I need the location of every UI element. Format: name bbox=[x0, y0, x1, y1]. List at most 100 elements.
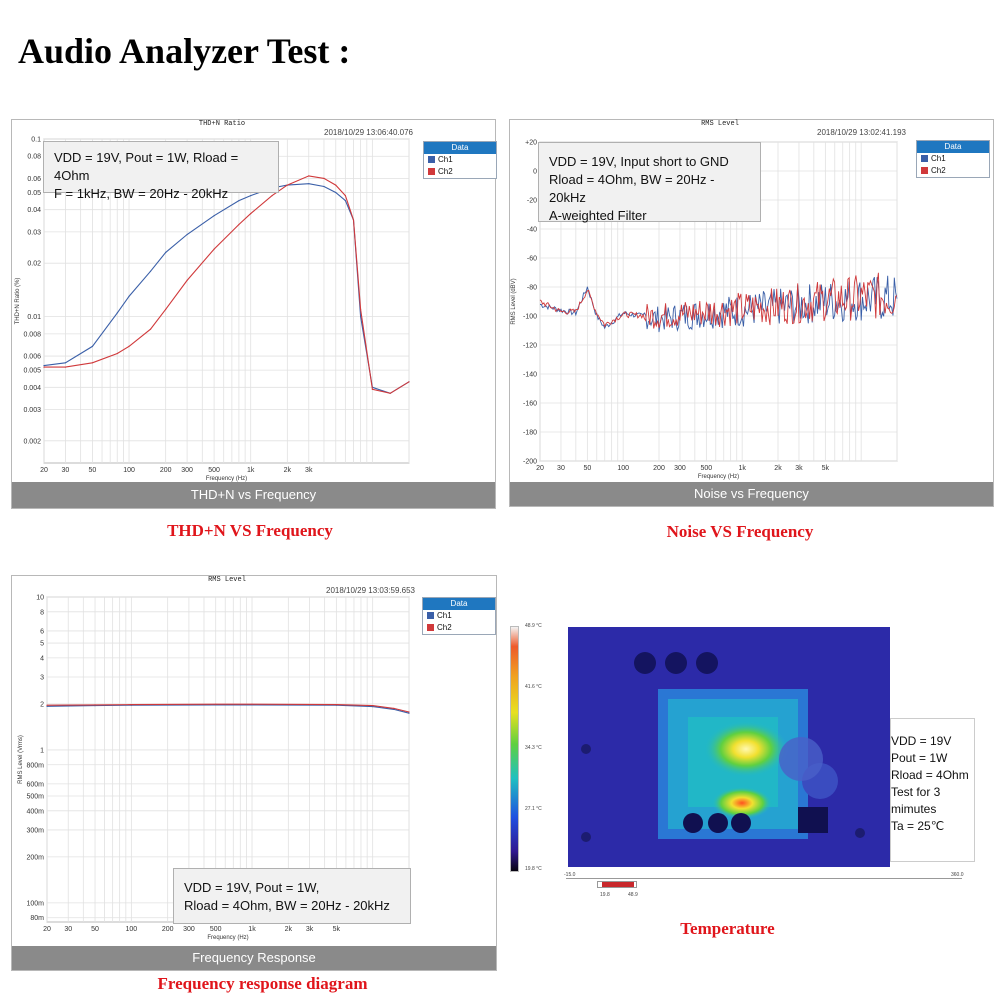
x-tick-label: 500 bbox=[208, 467, 220, 474]
y-tick-label: 2 bbox=[40, 701, 44, 708]
thermal-caption: Temperature bbox=[680, 919, 775, 938]
data-point-ch1 bbox=[149, 270, 152, 272]
y-tick-label: 600m bbox=[26, 781, 44, 788]
x-tick-label: 100 bbox=[617, 465, 629, 472]
freq-caption: Frequency response diagram bbox=[157, 974, 368, 993]
y-axis-label: RMS Level (dBV) bbox=[511, 278, 517, 324]
data-point-ch2 bbox=[186, 279, 188, 281]
y-axis-label: THD+N Ratio (%) bbox=[15, 278, 21, 325]
data-point-ch2 bbox=[165, 308, 167, 310]
thermal-range-min: -15.0 bbox=[564, 872, 576, 878]
data-point-ch2 bbox=[271, 195, 273, 197]
y-tick-label: 80m bbox=[30, 915, 44, 922]
data-point-ch1 bbox=[372, 706, 374, 708]
data-point-ch2 bbox=[323, 177, 325, 179]
noise-legend[interactable]: Data Ch1 Ch2 bbox=[916, 140, 990, 178]
data-point-ch2 bbox=[335, 704, 337, 706]
x-tick-label: 200 bbox=[653, 465, 665, 472]
legend-label-ch2: Ch2 bbox=[437, 623, 452, 632]
x-tick-label: 100 bbox=[123, 467, 135, 474]
x-tick-label: 300 bbox=[181, 467, 193, 474]
x-tick-label: 100 bbox=[125, 926, 137, 933]
data-point-ch2 bbox=[393, 707, 395, 709]
legend-header: Data bbox=[423, 598, 495, 610]
data-point-ch1 bbox=[408, 712, 410, 714]
legend-item-ch2[interactable]: Ch2 bbox=[423, 622, 495, 634]
freq-note: VDD = 19V, Pout = 1W, Rload = 4Ohm, BW =… bbox=[173, 868, 411, 924]
ch2-swatch bbox=[427, 624, 434, 632]
x-tick-label: 50 bbox=[91, 926, 99, 933]
freq-note-line-1: VDD = 19V, Pout = 1W, bbox=[184, 880, 320, 895]
y-tick-label: 0 bbox=[533, 169, 537, 176]
freq-legend[interactable]: Data Ch1 Ch2 bbox=[422, 597, 496, 635]
data-point-ch2 bbox=[352, 219, 355, 221]
x-tick-label: 30 bbox=[62, 467, 70, 474]
y-tick-label: 3 bbox=[40, 674, 44, 681]
legend-header: Data bbox=[424, 142, 496, 154]
x-tick-label: 300 bbox=[183, 926, 195, 933]
x-tick-label: 20 bbox=[43, 926, 51, 933]
legend-item-ch1[interactable]: Ch1 bbox=[423, 610, 495, 622]
ch1-swatch bbox=[921, 155, 928, 163]
data-point-ch1 bbox=[393, 708, 395, 710]
thermal-scale-label-2: 41.6 °C bbox=[525, 684, 542, 690]
x-tick-label: 3k bbox=[795, 465, 803, 472]
thermal-range-high: 48.9 bbox=[628, 892, 638, 898]
y-tick-label: 1 bbox=[40, 747, 44, 754]
y-tick-label: 0.02 bbox=[27, 261, 41, 268]
thd-note-line-1: VDD = 19V, Pout = 1W, Rload = 4Ohm bbox=[54, 150, 239, 183]
y-tick-label: 6 bbox=[40, 628, 44, 635]
x-tick-label: 3k bbox=[305, 467, 313, 474]
legend-label-ch2: Ch2 bbox=[438, 167, 453, 176]
legend-item-ch1[interactable]: Ch1 bbox=[424, 154, 496, 166]
legend-label-ch1: Ch1 bbox=[931, 154, 946, 163]
ch2-swatch bbox=[921, 167, 928, 175]
data-point-ch2 bbox=[360, 308, 362, 310]
freq-plot: 10 8 6 5 4 3 2 1 800m 600m 500m 400m 300m 200m 100m 80m… bbox=[18, 595, 410, 941]
legend-item-ch2[interactable]: Ch2 bbox=[424, 166, 496, 178]
thd-note-line-2: F = 1kHz, BW = 20Hz - 20kHz bbox=[54, 186, 229, 201]
data-point-ch2 bbox=[213, 248, 215, 250]
y-tick-label: 0.002 bbox=[23, 438, 41, 445]
legend-item-ch1[interactable]: Ch1 bbox=[917, 153, 989, 165]
thermal-scale-label-5: 19.8 °C bbox=[525, 866, 542, 872]
data-point-ch2 bbox=[308, 175, 310, 177]
x-tick-label: 20 bbox=[536, 465, 544, 472]
data-point-ch2 bbox=[335, 184, 337, 186]
y-tick-label: -80 bbox=[527, 285, 537, 292]
legend-item-ch2[interactable]: Ch2 bbox=[917, 165, 989, 177]
y-tick-label: 4 bbox=[40, 655, 44, 662]
y-tick-label: -140 bbox=[523, 372, 537, 379]
thermal-note-line-2: Pout = 1W bbox=[891, 751, 948, 765]
legend-header: Data bbox=[917, 141, 989, 153]
data-point-ch2 bbox=[116, 352, 118, 355]
y-tick-label: 0.04 bbox=[27, 207, 41, 214]
data-point-ch1 bbox=[43, 365, 45, 367]
noise-timestamp: 2018/10/29 13:02:41.193 bbox=[817, 128, 906, 137]
x-tick-label: 300 bbox=[674, 465, 686, 472]
noise-note-line-1: VDD = 19V, Input short to GND bbox=[549, 154, 729, 169]
x-tick-label: 3k bbox=[306, 926, 314, 933]
freq-chart-title: RMS Level bbox=[208, 576, 246, 584]
data-point-ch2 bbox=[372, 705, 374, 707]
data-point-ch1 bbox=[186, 233, 188, 236]
y-tick-label: 800m bbox=[26, 762, 44, 769]
x-tick-label: 2k bbox=[285, 926, 293, 933]
thermal-range-low: 19.8 bbox=[600, 892, 610, 898]
thermal-image bbox=[568, 627, 890, 867]
thermal-note-line-1: VDD = 19V bbox=[891, 734, 952, 748]
y-tick-label: 0.005 bbox=[23, 368, 41, 375]
x-tick-label: 30 bbox=[557, 465, 565, 472]
thd-legend[interactable]: Data Ch1 Ch2 bbox=[423, 141, 497, 179]
y-tick-label: -180 bbox=[523, 430, 537, 437]
x-tick-label: 500 bbox=[701, 465, 713, 472]
plot-area bbox=[43, 138, 410, 464]
thermal-range-highlight bbox=[602, 882, 634, 887]
noise-note-line-2: Rload = 4Ohm, BW = 20Hz - 20kHz bbox=[549, 172, 715, 205]
thermal-range-max: 360.0 bbox=[951, 872, 964, 878]
data-point-ch1 bbox=[64, 362, 66, 364]
y-tick-label: -160 bbox=[523, 401, 537, 408]
x-tick-label: 5k bbox=[822, 465, 830, 472]
data-point-ch2 bbox=[238, 223, 240, 226]
y-tick-label: 200m bbox=[26, 854, 44, 861]
